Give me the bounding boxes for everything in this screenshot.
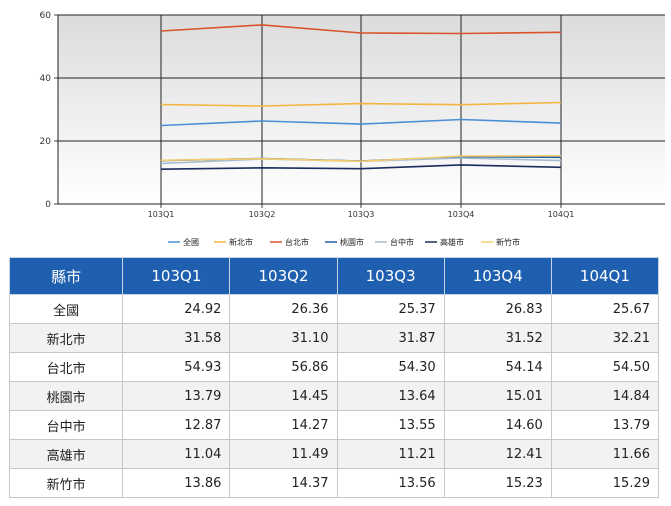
row-city: 新竹市	[8, 468, 124, 498]
legend-label: 新北市	[229, 237, 253, 247]
cell-value: 15.01	[443, 381, 552, 411]
series-line	[160, 164, 562, 170]
table-row: 新竹市 13.86 14.37 13.56 15.23 15.29	[8, 468, 660, 498]
x-tick-label: 103Q4	[448, 210, 475, 219]
cell-value: 32.21	[550, 323, 660, 353]
row-city: 新北市	[8, 323, 124, 353]
cell-value: 12.87	[122, 410, 231, 440]
table-row: 桃園市 13.79 14.45 13.64 15.01 14.84	[8, 381, 660, 411]
row-city: 高雄市	[8, 439, 124, 469]
legend-label: 高雄市	[440, 237, 464, 247]
line-chart-svg: 0 20 40 60 103Q1 103Q2 103Q3 103Q4 104Q1 全國 新北市 台北市…	[40, 11, 665, 247]
header-103q3: 103Q3	[336, 257, 445, 295]
x-tick-label: 103Q3	[348, 210, 375, 219]
cell-value: 56.86	[229, 352, 338, 382]
cell-value: 54.50	[550, 352, 660, 382]
series-line	[160, 101, 562, 107]
cell-value: 54.93	[122, 352, 231, 382]
header-103q4: 103Q4	[443, 257, 552, 295]
cell-value: 54.14	[443, 352, 552, 382]
cell-value: 15.29	[550, 468, 660, 498]
series-line	[160, 155, 562, 163]
cell-value: 25.37	[336, 294, 445, 324]
x-tick-label: 103Q2	[249, 210, 276, 219]
x-tick-label: 103Q1	[148, 210, 175, 219]
line-chart: 0 20 40 60 103Q1 103Q2 103Q3 103Q4 104Q1 全國 新北市 台北市…	[0, 0, 671, 252]
y-tick-label: 60	[40, 11, 52, 21]
legend-label: 台中市	[390, 237, 414, 247]
series-line	[160, 118, 562, 127]
cell-value: 15.23	[443, 468, 552, 498]
cell-value: 12.41	[443, 439, 552, 469]
legend-label: 全國	[183, 237, 199, 247]
header-103q1: 103Q1	[122, 257, 231, 295]
legend-label: 台北市	[285, 237, 309, 247]
cell-value: 13.55	[336, 410, 445, 440]
table-row: 台北市 54.93 56.86 54.30 54.14 54.50	[8, 352, 660, 382]
table-row: 台中市 12.87 14.27 13.55 14.60 13.79	[8, 410, 660, 440]
legend-label: 桃園市	[340, 237, 364, 247]
cell-value: 14.27	[229, 410, 338, 440]
cell-value: 31.87	[336, 323, 445, 353]
data-table: 縣市 103Q1 103Q2 103Q3 103Q4 104Q1 全國 24.9…	[8, 257, 660, 498]
y-tick-label: 20	[40, 137, 52, 147]
cell-value: 14.37	[229, 468, 338, 498]
cell-value: 31.10	[229, 323, 338, 353]
table-row: 全國 24.92 26.36 25.37 26.83 25.67	[8, 294, 660, 324]
series-line	[160, 24, 562, 35]
cell-value: 11.66	[550, 439, 660, 469]
cell-value: 11.49	[229, 439, 338, 469]
cell-value: 13.79	[550, 410, 660, 440]
cell-value: 25.67	[550, 294, 660, 324]
cell-value: 26.83	[443, 294, 552, 324]
legend-label: 新竹市	[496, 237, 520, 247]
header-104q1: 104Q1	[550, 257, 660, 295]
row-city: 台中市	[8, 410, 124, 440]
row-city: 台北市	[8, 352, 124, 382]
cell-value: 31.52	[443, 323, 552, 353]
x-tick-label: 104Q1	[548, 210, 575, 219]
y-tick-label: 40	[40, 74, 52, 84]
header-103q2: 103Q2	[229, 257, 338, 295]
cell-value: 14.84	[550, 381, 660, 411]
cell-value: 54.30	[336, 352, 445, 382]
row-city: 全國	[8, 294, 124, 324]
cell-value: 14.45	[229, 381, 338, 411]
cell-value: 14.60	[443, 410, 552, 440]
cell-value: 13.56	[336, 468, 445, 498]
cell-value: 11.04	[122, 439, 231, 469]
cell-value: 24.92	[122, 294, 231, 324]
cell-value: 31.58	[122, 323, 231, 353]
table-row: 高雄市 11.04 11.49 11.21 12.41 11.66	[8, 439, 660, 469]
cell-value: 26.36	[229, 294, 338, 324]
cell-value: 11.21	[336, 439, 445, 469]
table-header-row: 縣市 103Q1 103Q2 103Q3 103Q4 104Q1	[8, 257, 660, 295]
y-tick-label: 0	[45, 200, 51, 210]
row-city: 桃園市	[8, 381, 124, 411]
cell-value: 13.86	[122, 468, 231, 498]
cell-value: 13.79	[122, 381, 231, 411]
table-row: 新北市 31.58 31.10 31.87 31.52 32.21	[8, 323, 660, 353]
header-city: 縣市	[8, 257, 124, 295]
cell-value: 13.64	[336, 381, 445, 411]
